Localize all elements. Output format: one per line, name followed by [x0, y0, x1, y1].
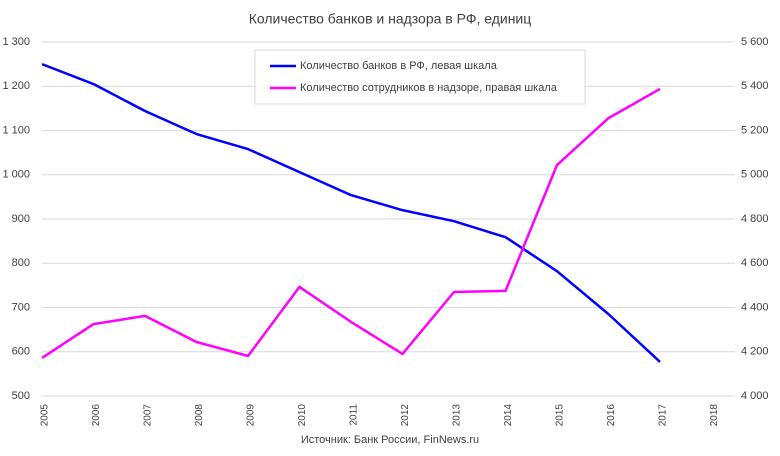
x-tick-label: 2006: [91, 404, 102, 427]
y2-tick-label: 5 000: [741, 169, 769, 181]
source: Источник: Банк России, FinNews.ru: [301, 434, 479, 446]
x-tick-label: 2016: [606, 404, 617, 427]
x-tick-label: 2008: [194, 404, 205, 427]
y2-tick-label: 4 400: [741, 301, 769, 313]
y-tick-label: 600: [12, 346, 30, 358]
legend-label: Количество банков в РФ, левая шкала: [300, 60, 498, 72]
y-tick-label: 800: [12, 257, 30, 269]
legend-box: [254, 49, 586, 105]
x-tick-label: 2013: [452, 404, 463, 427]
x-tick-label: 2018: [709, 404, 720, 427]
chart-title: Количество банков и надзора в РФ, единиц: [249, 11, 532, 27]
x-tick-label: 2007: [143, 404, 154, 427]
y2-tick-label: 4 200: [741, 346, 769, 358]
y-tick-label: 1 300: [2, 36, 30, 48]
y2-tick-label: 5 400: [741, 80, 769, 92]
series-line: [41, 62, 661, 363]
y2-tick-label: 4 800: [741, 213, 769, 225]
y-tick-label: 1 000: [2, 169, 30, 181]
y-tick-label: 1 200: [2, 80, 30, 92]
x-tick-label: 2015: [555, 404, 566, 427]
y-tick-label: 500: [12, 390, 30, 402]
x-tick-label: 2011: [349, 404, 360, 426]
y2-tick-label: 4 600: [741, 257, 769, 269]
x-tick-label: 2012: [400, 404, 411, 427]
y2-tick-label: 4 000: [741, 390, 769, 402]
series-line: [41, 87, 661, 359]
x-tick-label: 2005: [40, 404, 51, 427]
y2-tick-label: 5 600: [741, 36, 769, 48]
x-tick-label: 2009: [246, 404, 257, 427]
y2-tick-label: 5 200: [741, 124, 769, 136]
legend-label: Количество сотрудников в надзоре, правая…: [300, 82, 558, 94]
y-tick-label: 900: [12, 213, 30, 225]
x-tick-label: 2010: [297, 404, 308, 427]
x-tick-label: 2017: [658, 404, 669, 427]
y-tick-label: 1 100: [2, 124, 30, 136]
y-tick-label: 700: [12, 301, 30, 313]
x-tick-label: 2014: [503, 404, 514, 427]
